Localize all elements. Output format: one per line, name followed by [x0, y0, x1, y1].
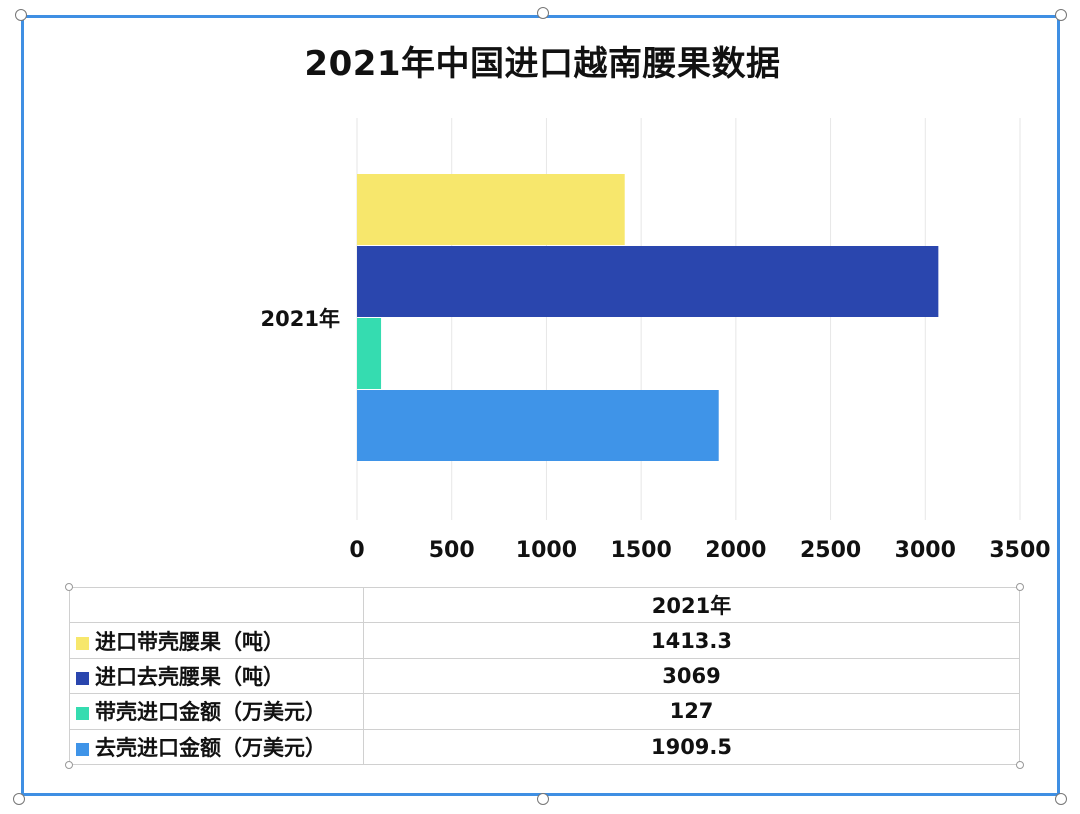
legend-label: 带壳进口金额（万美元） — [95, 700, 326, 725]
table-handle-top-left[interactable] — [65, 583, 73, 591]
bar[interactable] — [357, 246, 939, 317]
x-tick-label: 2000 — [705, 538, 766, 563]
x-tick-label: 3500 — [989, 538, 1050, 563]
legend-label: 进口带壳腰果（吨） — [95, 629, 284, 654]
legend-label: 进口去壳腰果（吨） — [95, 664, 284, 689]
legend-swatch — [76, 671, 89, 685]
data-table: 2021年 进口带壳腰果（吨） 1413.3 进口去壳腰果（吨） 3069 带壳… — [69, 586, 1020, 766]
legend-swatch — [76, 742, 89, 756]
x-tick-label: 0 — [349, 538, 364, 563]
table-handle-bottom-right[interactable] — [1016, 761, 1024, 769]
table-row: 进口带壳腰果（吨） 1413.3 — [69, 622, 1020, 659]
legend-swatch — [76, 707, 89, 721]
chart-title: 2021年中国进口越南腰果数据 — [304, 44, 781, 84]
x-tick-label: 500 — [429, 538, 475, 563]
table-cell-value: 127 — [363, 693, 1020, 730]
resize-handle-bottom-right[interactable] — [1055, 793, 1067, 805]
resize-handle-top-middle[interactable] — [537, 7, 549, 19]
table-row-label: 带壳进口金额（万美元） — [69, 693, 364, 730]
resize-handle-bottom-middle[interactable] — [537, 793, 549, 805]
table-corner-cell — [69, 586, 364, 624]
resize-handle-top-left[interactable] — [15, 9, 27, 21]
table-header-row: 2021年 — [69, 586, 1020, 624]
table-cell-value: 1909.5 — [363, 728, 1020, 766]
resize-handle-bottom-left[interactable] — [13, 793, 25, 805]
table-row-label: 进口去壳腰果（吨） — [69, 657, 364, 695]
bar[interactable] — [357, 318, 382, 389]
x-tick-label: 3000 — [895, 538, 956, 563]
x-tick-label: 1000 — [516, 538, 577, 563]
x-tick-label: 2500 — [800, 538, 861, 563]
bar[interactable] — [357, 390, 719, 461]
table-handle-top-right[interactable] — [1016, 583, 1024, 591]
y-category-label: 2021年 — [261, 307, 340, 331]
legend-swatch — [76, 636, 89, 650]
table-cell-value: 3069 — [363, 657, 1020, 695]
table-cell-value: 1413.3 — [363, 622, 1020, 659]
table-header-cell: 2021年 — [363, 586, 1020, 624]
table-row-label: 进口带壳腰果（吨） — [69, 622, 364, 659]
table-row: 进口去壳腰果（吨） 3069 — [69, 657, 1020, 695]
bar-chart: 0 500 1000 1500 2000 2500 3000 3500 2021年 — [261, 118, 1051, 563]
x-tick-label: 1500 — [611, 538, 672, 563]
legend-label: 去壳进口金额（万美元） — [95, 735, 326, 760]
table-handle-bottom-left[interactable] — [65, 761, 73, 769]
table-row: 去壳进口金额（万美元） 1909.5 — [69, 728, 1020, 766]
table-row-label: 去壳进口金额（万美元） — [69, 728, 364, 766]
bar[interactable] — [357, 174, 625, 245]
table-row: 带壳进口金额（万美元） 127 — [69, 693, 1020, 730]
resize-handle-top-right[interactable] — [1055, 9, 1067, 21]
